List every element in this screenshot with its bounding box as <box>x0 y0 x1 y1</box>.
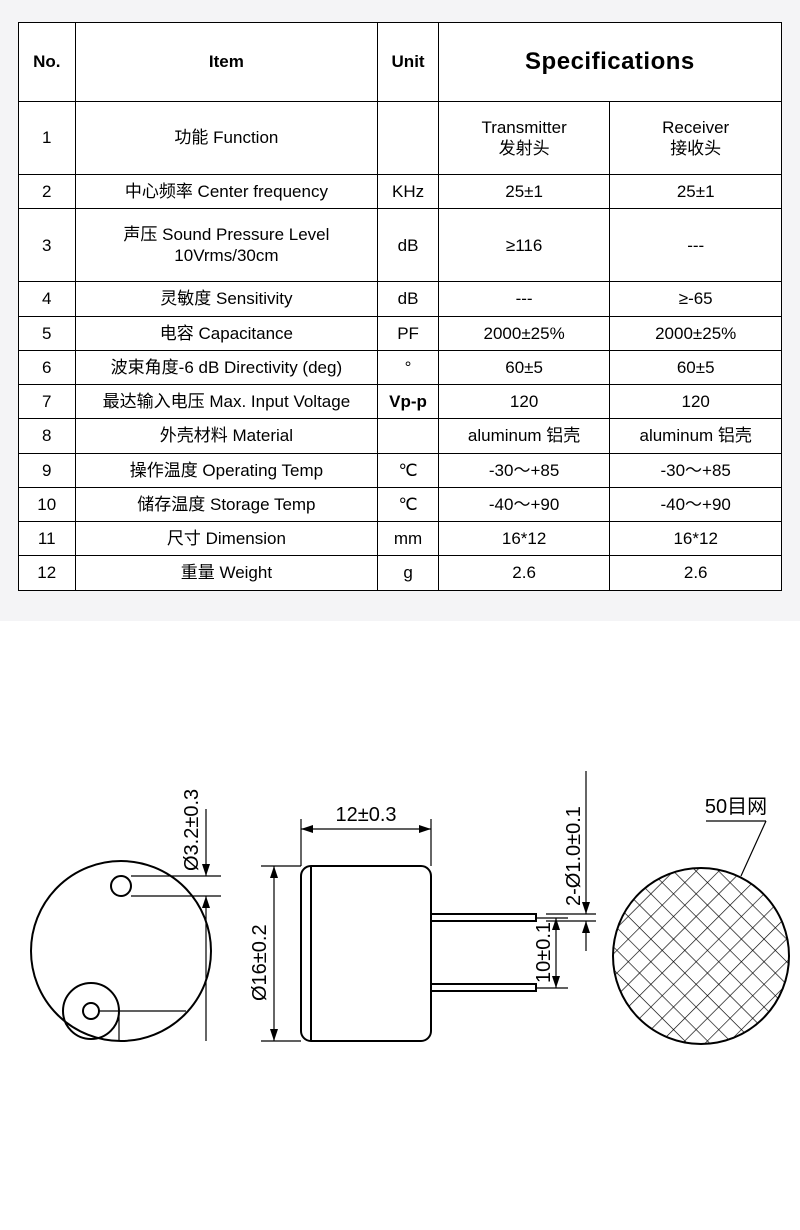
spec-cell-tx: Transmitter发射头 <box>438 102 610 175</box>
header-unit: Unit <box>378 23 439 102</box>
spec-cell-tx: --- <box>438 282 610 316</box>
spec-cell-rx: Receiver接收头 <box>610 102 782 175</box>
spec-cell-tx: 60±5 <box>438 350 610 384</box>
spec-cell-unit: dB <box>378 282 439 316</box>
spec-row: 9操作温度 Operating Temp℃-30～+85-30～+85 <box>19 453 782 487</box>
spec-header-row: No. Item Unit Specifications <box>19 23 782 102</box>
spec-cell-rx: 120 <box>610 385 782 419</box>
spec-cell-no: 5 <box>19 316 76 350</box>
spec-cell-unit <box>378 419 439 453</box>
spec-row: 8外壳材料 Material aluminum 铝壳aluminum 铝壳 <box>19 419 782 453</box>
spec-cell-tx: -30～+85 <box>438 453 610 487</box>
spec-cell-no: 3 <box>19 209 76 282</box>
spec-cell-tx: 2000±25% <box>438 316 610 350</box>
spec-row: 10储存温度 Storage Temp℃-40～+90-40～+90 <box>19 487 782 521</box>
spec-cell-rx: -40～+90 <box>610 487 782 521</box>
spec-cell-unit: Vp-p <box>378 385 439 419</box>
spec-cell-no: 8 <box>19 419 76 453</box>
spec-cell-rx: -30～+85 <box>610 453 782 487</box>
spec-cell-item: 重量 Weight <box>75 556 378 590</box>
spec-cell-rx: 25±1 <box>610 175 782 209</box>
spec-cell-tx: 2.6 <box>438 556 610 590</box>
spec-cell-unit: g <box>378 556 439 590</box>
spec-cell-unit: ° <box>378 350 439 384</box>
spec-cell-item: 声压 Sound Pressure Level10Vrms/30cm <box>75 209 378 282</box>
spec-row: 5电容 CapacitancePF2000±25%2000±25% <box>19 316 782 350</box>
spec-cell-item: 功能 Function <box>75 102 378 175</box>
front-view: Ø3.2±0.3 <box>31 788 221 1040</box>
dim-body-dia: Ø16±0.2 <box>249 924 271 1001</box>
spec-row: 2中心频率 Center frequencyKHz25±125±1 <box>19 175 782 209</box>
spec-cell-item: 电容 Capacitance <box>75 316 378 350</box>
spec-cell-item: 最达输入电压 Max. Input Voltage <box>75 385 378 419</box>
spec-cell-rx: 16*12 <box>610 522 782 556</box>
spec-cell-unit: mm <box>378 522 439 556</box>
spec-row: 12重量 Weightg2.62.6 <box>19 556 782 590</box>
spec-cell-item: 操作温度 Operating Temp <box>75 453 378 487</box>
spec-cell-no: 1 <box>19 102 76 175</box>
header-item: Item <box>75 23 378 102</box>
spec-row: 3声压 Sound Pressure Level10Vrms/30cmdB≥11… <box>19 209 782 282</box>
header-no: No. <box>19 23 76 102</box>
spec-cell-tx: ≥116 <box>438 209 610 282</box>
dim-pin-dia: 2-Ø1.0±0.1 <box>563 806 585 906</box>
spec-cell-no: 12 <box>19 556 76 590</box>
spec-cell-rx: ≥-65 <box>610 282 782 316</box>
spec-cell-tx: 120 <box>438 385 610 419</box>
spec-cell-item: 尺寸 Dimension <box>75 522 378 556</box>
spec-cell-no: 2 <box>19 175 76 209</box>
spec-cell-rx: --- <box>610 209 782 282</box>
spec-cell-tx: 25±1 <box>438 175 610 209</box>
spec-cell-rx: aluminum 铝壳 <box>610 419 782 453</box>
spec-cell-item: 波束角度-6 dB Directivity (deg) <box>75 350 378 384</box>
spec-cell-unit: ℃ <box>378 453 439 487</box>
spec-cell-item: 中心频率 Center frequency <box>75 175 378 209</box>
spec-cell-no: 9 <box>19 453 76 487</box>
spec-cell-unit: dB <box>378 209 439 282</box>
spec-cell-tx: aluminum 铝壳 <box>438 419 610 453</box>
side-view: 12±0.3 Ø16±0.2 10±0.1 2-Ø1.0±0.1 <box>249 771 596 1041</box>
spec-cell-tx: -40～+90 <box>438 487 610 521</box>
spec-cell-no: 4 <box>19 282 76 316</box>
spec-cell-no: 7 <box>19 385 76 419</box>
spec-sheet: No. Item Unit Specifications 1功能 Functio… <box>0 0 800 621</box>
header-spec: Specifications <box>438 23 781 102</box>
dim-pin-pitch: 10±0.1 <box>533 921 555 982</box>
dimension-drawing: Ø3.2±0.3 12±0.3 <box>0 621 800 1171</box>
mesh-label: 50目网 <box>705 796 767 818</box>
spec-cell-item: 灵敏度 Sensitivity <box>75 282 378 316</box>
spec-cell-rx: 2000±25% <box>610 316 782 350</box>
spec-table: No. Item Unit Specifications 1功能 Functio… <box>18 22 782 591</box>
spec-row: 7最达输入电压 Max. Input VoltageVp-p120120 <box>19 385 782 419</box>
spec-cell-rx: 2.6 <box>610 556 782 590</box>
spec-cell-no: 11 <box>19 522 76 556</box>
dim-hole-dia: Ø3.2±0.3 <box>181 788 203 870</box>
spec-row: 1功能 Function Transmitter发射头Receiver接收头 <box>19 102 782 175</box>
spec-cell-unit: KHz <box>378 175 439 209</box>
spec-cell-unit: PF <box>378 316 439 350</box>
spec-cell-item: 外壳材料 Material <box>75 419 378 453</box>
dim-body-len: 12±0.3 <box>335 804 396 826</box>
spec-cell-no: 10 <box>19 487 76 521</box>
spec-cell-tx: 16*12 <box>438 522 610 556</box>
spec-cell-unit <box>378 102 439 175</box>
spec-row: 6波束角度-6 dB Directivity (deg)°60±560±5 <box>19 350 782 384</box>
spec-cell-no: 6 <box>19 350 76 384</box>
mesh-view: 50目网 <box>606 796 794 1061</box>
spec-cell-rx: 60±5 <box>610 350 782 384</box>
spec-cell-unit: ℃ <box>378 487 439 521</box>
spec-row: 11尺寸 Dimensionmm16*1216*12 <box>19 522 782 556</box>
spec-row: 4灵敏度 SensitivitydB---≥-65 <box>19 282 782 316</box>
spec-cell-item: 储存温度 Storage Temp <box>75 487 378 521</box>
